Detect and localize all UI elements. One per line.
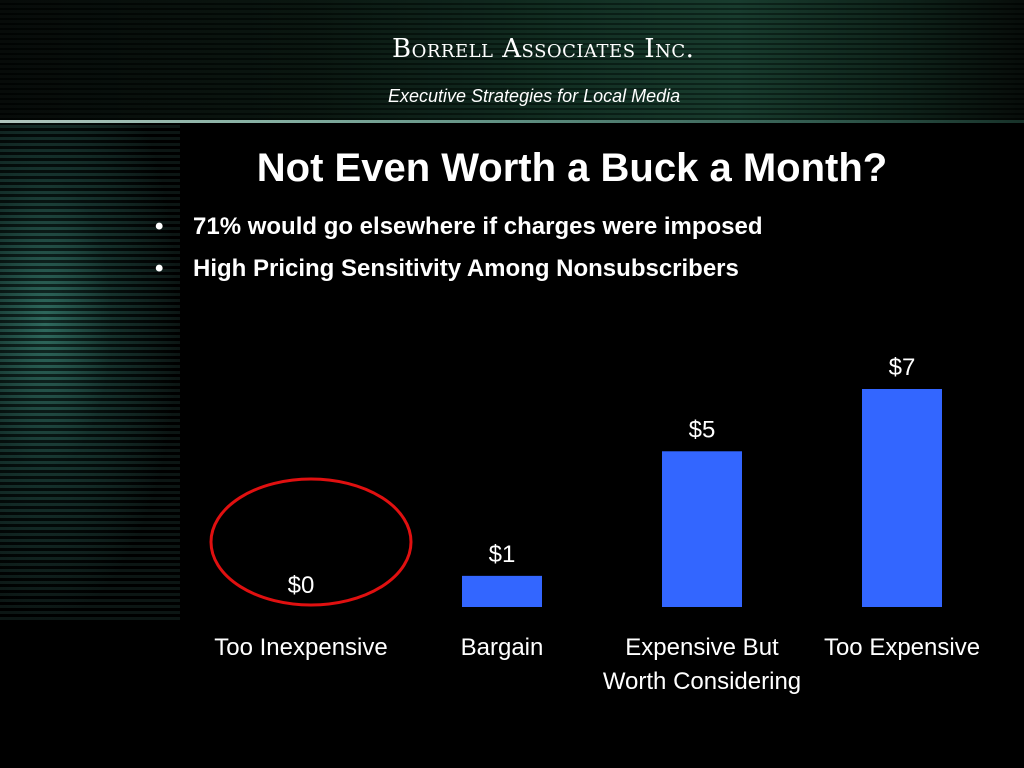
- data-label: $5: [689, 416, 716, 443]
- slide-title: Not Even Worth a Buck a Month?: [256, 146, 888, 190]
- brand-tagline: Executive Strategies for Local Media: [388, 86, 681, 106]
- highlight-ring: [209, 477, 413, 607]
- category-label: Worth Considering: [603, 668, 801, 695]
- bar: [862, 389, 942, 607]
- bar: [462, 575, 542, 607]
- data-label: $0: [288, 572, 315, 599]
- category-label: Too Expensive: [824, 634, 980, 661]
- data-label: $7: [889, 354, 916, 381]
- category-label: Expensive But: [625, 634, 779, 661]
- header-band: [0, 0, 1024, 120]
- category-label: Bargain: [461, 634, 544, 661]
- bullet-list: 71% would go elsewhere if charges were i…: [155, 206, 763, 290]
- data-label: $1: [489, 541, 516, 568]
- header-divider: [0, 120, 1024, 123]
- category-label: Too Inexpensive: [214, 634, 387, 661]
- bullet-item: 71% would go elsewhere if charges were i…: [155, 206, 763, 248]
- bar: [662, 451, 742, 607]
- decorative-streaks: [0, 123, 180, 623]
- bullet-item: High Pricing Sensitivity Among Nonsubscr…: [155, 248, 763, 290]
- brand-logo-text: Borrell Associates Inc.: [392, 34, 695, 64]
